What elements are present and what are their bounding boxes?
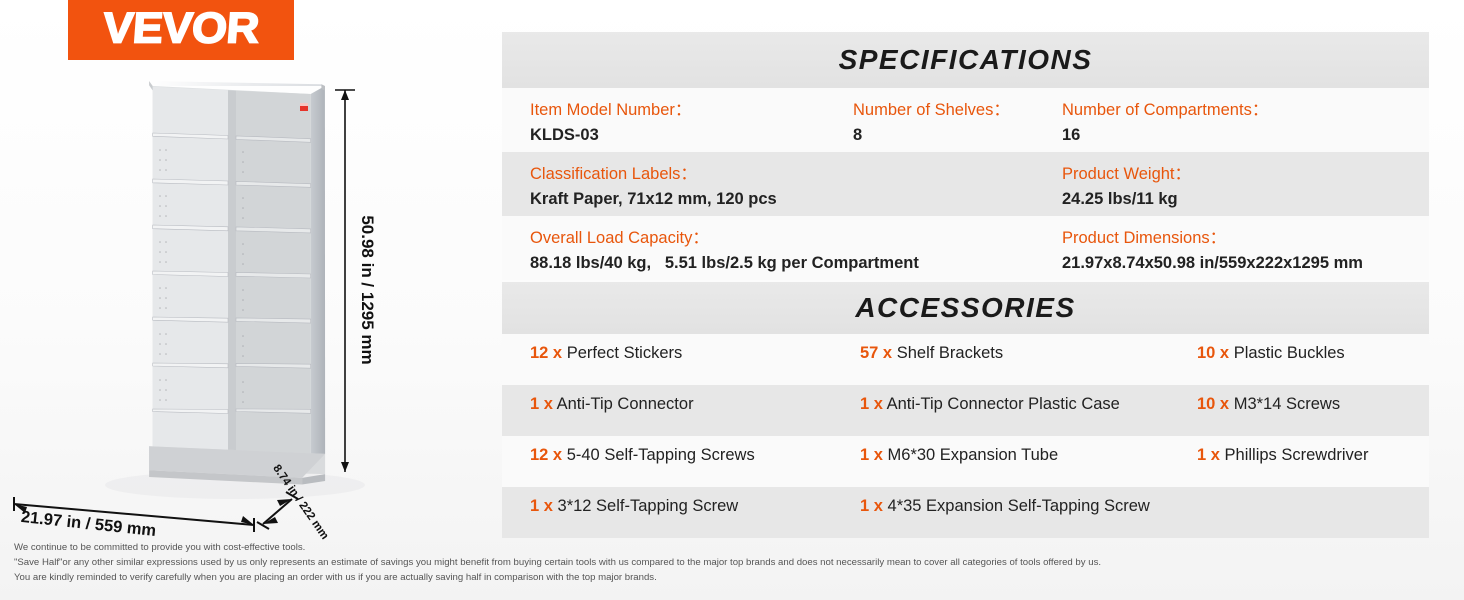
svg-text:50.98 in / 1295 mm: 50.98 in / 1295 mm bbox=[358, 215, 377, 364]
svg-text:21.97 in / 559 mm: 21.97 in / 559 mm bbox=[20, 508, 157, 540]
